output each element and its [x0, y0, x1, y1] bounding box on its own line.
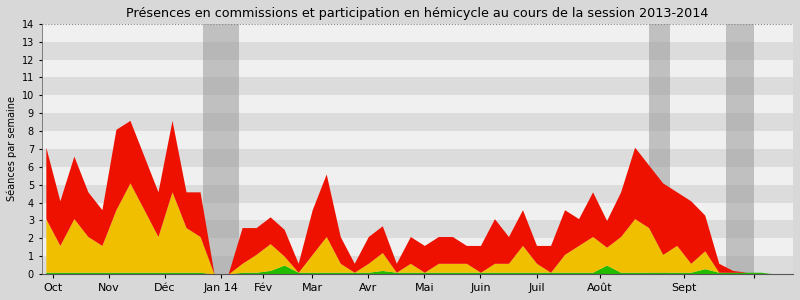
Bar — [42, 77, 793, 95]
Bar — [42, 220, 793, 238]
Bar — [42, 113, 793, 131]
Bar — [649, 24, 670, 274]
Bar — [42, 131, 793, 149]
Bar — [726, 24, 754, 274]
Bar — [42, 167, 793, 185]
Bar — [42, 185, 793, 203]
Title: Présences en commissions et participation en hémicycle au cours de la session 20: Présences en commissions et participatio… — [126, 7, 709, 20]
Bar — [42, 24, 793, 42]
Bar — [42, 42, 793, 60]
Y-axis label: Séances par semaine: Séances par semaine — [7, 97, 18, 202]
Bar — [42, 60, 793, 77]
Bar — [203, 24, 239, 274]
Bar — [42, 238, 793, 256]
Bar — [42, 202, 793, 220]
Bar — [42, 95, 793, 113]
Bar — [42, 149, 793, 167]
Bar — [42, 256, 793, 274]
